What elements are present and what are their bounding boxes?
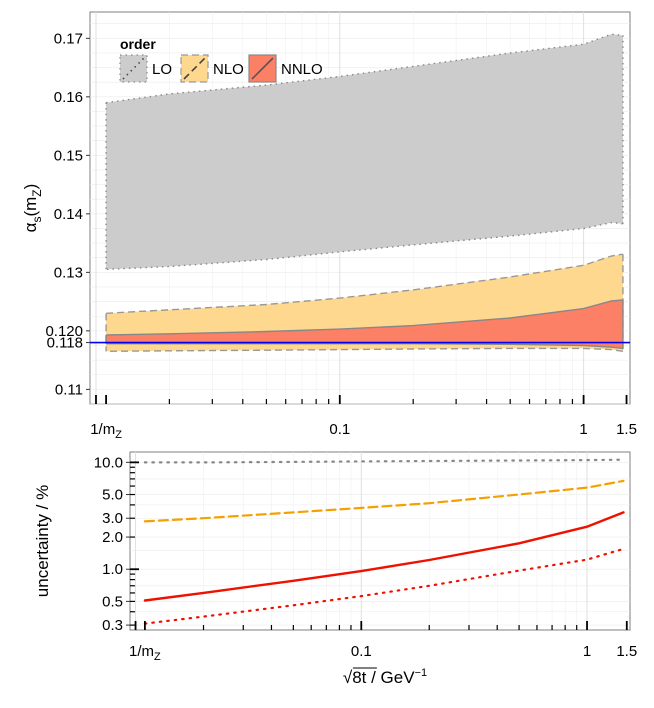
bottom-y-axis-label: uncertainty / % [33, 485, 52, 597]
legend-key-line [183, 57, 206, 80]
band-nnlo [106, 299, 623, 349]
line-nnlo-solid [143, 511, 625, 602]
y-tick-label: 0.3 [102, 617, 123, 634]
x-tick-label: 1 [583, 643, 591, 660]
band-upper-edge-lo [106, 33, 623, 104]
band-lower-edge-nnlo [106, 343, 623, 350]
legend: order LO NLO NNLO [119, 36, 323, 83]
legend-label-nlo: NLO [213, 61, 244, 78]
y-tick-label: 0.120 [45, 323, 83, 340]
uncertainty-chart: 0.3 0.5 1.0 2.0 3.0 5.0 10.0 1/mZ 0.1 1 1.5 uncer… [33, 451, 637, 687]
y-tick-label: 0.17 [54, 30, 83, 47]
legend-label-lo: LO [152, 61, 172, 78]
top-bands [105, 33, 624, 352]
x-tick-label: 1/mZ [90, 421, 122, 441]
y-tick-label: 0.16 [54, 89, 83, 106]
x-tick-label: 1 [579, 421, 587, 438]
top-rug [95, 395, 628, 404]
x-tick-label: 1.5 [616, 643, 637, 660]
bottom-grid [130, 452, 630, 630]
bottom-panel-background [129, 451, 631, 631]
bottom-y-ticks: 0.3 0.5 1.0 2.0 3.0 5.0 10.0 [94, 454, 139, 634]
line-nlo-dashed [143, 479, 625, 523]
y-tick-label: 0.11 [55, 381, 83, 398]
x-tick-label: 1.5 [616, 421, 637, 438]
band-upper-edge-nlo [106, 253, 624, 314]
top-x-ticks: 1/mZ 0.1 1 1.5 [90, 421, 637, 441]
top-y-axis-label: αs(mZ) [21, 184, 44, 233]
y-tick-label: 0.5 [102, 593, 123, 610]
svg-text:√8t / GeV−1: √8t / GeV−1 [343, 667, 427, 687]
band-lower-edge-lo [106, 221, 623, 271]
bottom-x-axis-label: √8t / GeV−1 [343, 667, 427, 687]
bottom-rug [134, 621, 628, 630]
y-tick-label: 0.15 [54, 147, 83, 164]
y-tick-label: 3.0 [102, 510, 123, 527]
x-tick-label: 1/mZ [129, 643, 161, 663]
band-lower-edge-nlo [106, 347, 624, 352]
legend-title: order [120, 36, 156, 52]
legend-label-nnlo: NNLO [281, 61, 323, 78]
x-tick-label: 0.1 [351, 643, 372, 660]
band-upper-edge-nnlo [106, 299, 623, 336]
y-tick-label: 0.14 [54, 206, 83, 223]
y-tick-label: 0.13 [54, 264, 83, 281]
line-nnlo-dotted [143, 547, 625, 625]
bottom-lines [143, 458, 625, 625]
y-tick-label: 10.0 [94, 454, 123, 471]
band-lo [106, 34, 623, 270]
x-tick-label: 0.1 [329, 421, 350, 438]
y-tick-label: 1.0 [102, 561, 123, 578]
legend-key-line [251, 57, 274, 80]
y-tick-label: 5.0 [102, 487, 123, 504]
y-tick-label: 2.0 [102, 529, 123, 546]
y-tick-label: 0.118 [47, 335, 83, 352]
bottom-x-ticks: 1/mZ 0.1 1 1.5 [129, 643, 637, 663]
